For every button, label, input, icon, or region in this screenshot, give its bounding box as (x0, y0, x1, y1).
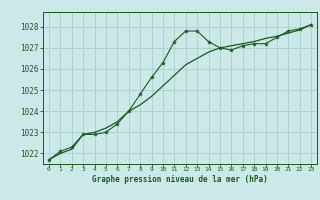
X-axis label: Graphe pression niveau de la mer (hPa): Graphe pression niveau de la mer (hPa) (92, 175, 268, 184)
